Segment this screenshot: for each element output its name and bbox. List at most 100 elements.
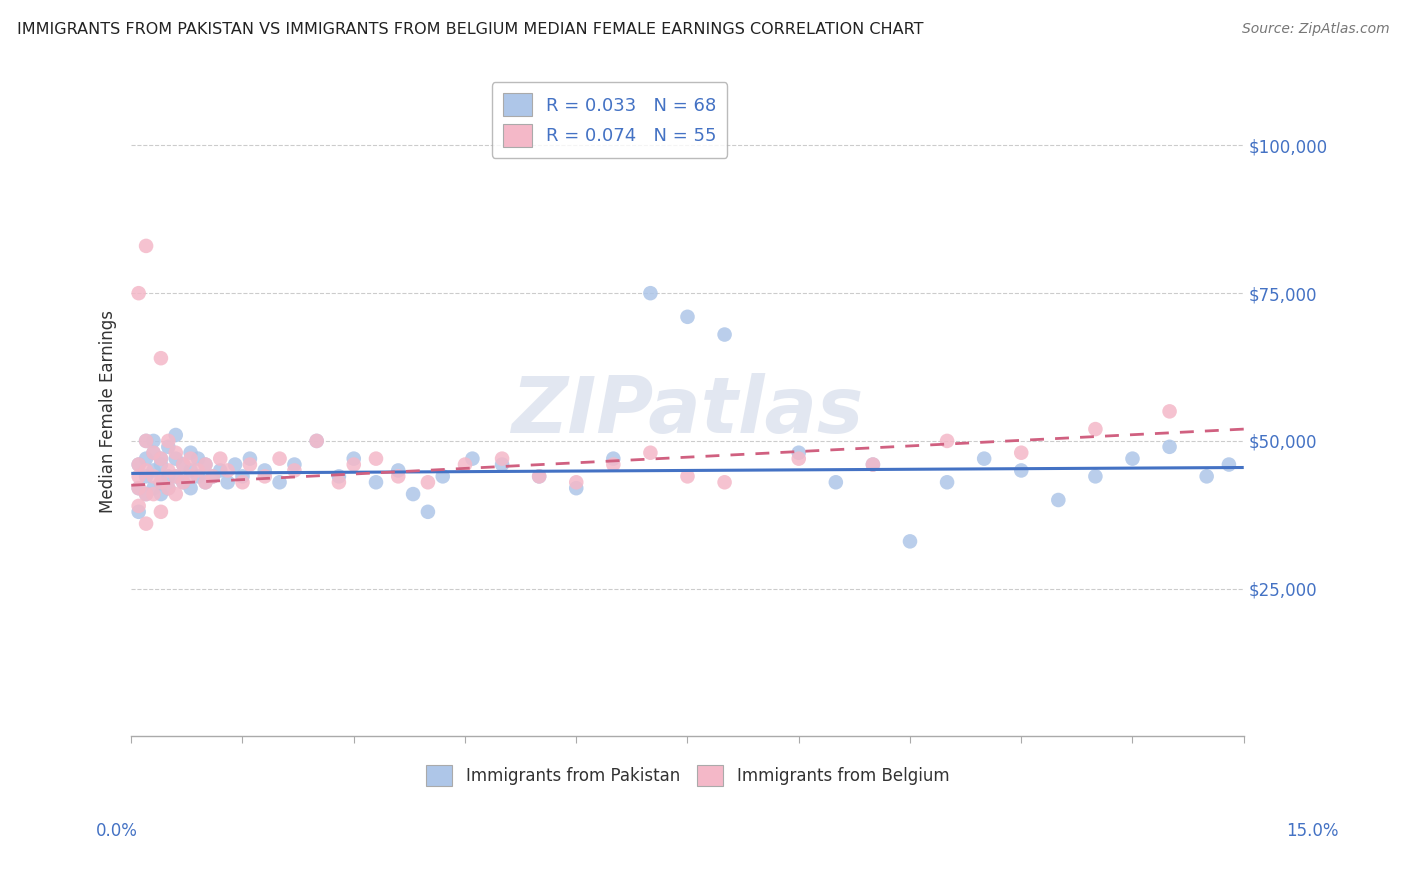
Point xyxy=(180,463,202,477)
Point xyxy=(602,458,624,472)
Point xyxy=(194,475,217,490)
Point xyxy=(432,469,454,483)
Point xyxy=(172,475,194,490)
Point xyxy=(128,469,150,483)
Point xyxy=(149,351,172,366)
Point xyxy=(135,469,157,483)
Point xyxy=(787,451,810,466)
Point xyxy=(157,481,180,495)
Point xyxy=(149,475,172,490)
Point xyxy=(1047,493,1070,508)
Point xyxy=(364,451,387,466)
Point xyxy=(343,458,366,472)
Point xyxy=(1159,440,1181,454)
Point xyxy=(142,446,165,460)
Text: Source: ZipAtlas.com: Source: ZipAtlas.com xyxy=(1241,22,1389,37)
Point xyxy=(180,469,202,483)
Point xyxy=(135,463,157,477)
Point xyxy=(416,475,439,490)
Point xyxy=(172,458,194,472)
Point xyxy=(165,469,187,483)
Point xyxy=(135,487,157,501)
Y-axis label: Median Female Earnings: Median Female Earnings xyxy=(100,310,117,513)
Point xyxy=(157,440,180,454)
Point xyxy=(239,458,262,472)
Point xyxy=(640,286,662,301)
Point xyxy=(461,451,484,466)
Point xyxy=(135,434,157,448)
Point xyxy=(402,487,425,501)
Point xyxy=(201,469,224,483)
Point xyxy=(565,481,588,495)
Point xyxy=(142,469,165,483)
Point xyxy=(187,451,209,466)
Point xyxy=(142,481,165,495)
Point xyxy=(142,463,165,477)
Point xyxy=(201,469,224,483)
Point xyxy=(269,451,291,466)
Point xyxy=(165,446,187,460)
Point xyxy=(149,458,172,472)
Point xyxy=(224,458,246,472)
Point xyxy=(565,475,588,490)
Point xyxy=(1218,458,1240,472)
Point xyxy=(824,475,846,490)
Point xyxy=(165,469,187,483)
Legend: Immigrants from Pakistan, Immigrants from Belgium: Immigrants from Pakistan, Immigrants fro… xyxy=(419,758,956,793)
Text: IMMIGRANTS FROM PAKISTAN VS IMMIGRANTS FROM BELGIUM MEDIAN FEMALE EARNINGS CORRE: IMMIGRANTS FROM PAKISTAN VS IMMIGRANTS F… xyxy=(17,22,924,37)
Point xyxy=(157,463,180,477)
Point xyxy=(1084,469,1107,483)
Point xyxy=(142,446,165,460)
Point xyxy=(165,428,187,442)
Point xyxy=(283,458,305,472)
Point xyxy=(787,446,810,460)
Point xyxy=(149,451,172,466)
Point xyxy=(328,475,350,490)
Point xyxy=(387,469,409,483)
Point xyxy=(231,469,253,483)
Point xyxy=(128,481,150,495)
Point xyxy=(194,458,217,472)
Point xyxy=(157,434,180,448)
Point xyxy=(157,469,180,483)
Point xyxy=(180,451,202,466)
Point xyxy=(387,463,409,477)
Point xyxy=(128,458,150,472)
Point xyxy=(602,451,624,466)
Point xyxy=(1159,404,1181,418)
Point xyxy=(491,451,513,466)
Point xyxy=(253,469,276,483)
Point xyxy=(187,469,209,483)
Point xyxy=(149,475,172,490)
Point xyxy=(239,451,262,466)
Point xyxy=(149,505,172,519)
Text: 0.0%: 0.0% xyxy=(96,822,138,840)
Point xyxy=(128,458,150,472)
Point xyxy=(187,463,209,477)
Point xyxy=(713,327,735,342)
Point xyxy=(128,505,150,519)
Point xyxy=(1084,422,1107,436)
Point xyxy=(217,463,239,477)
Point xyxy=(1195,469,1218,483)
Point xyxy=(135,487,157,501)
Point xyxy=(194,458,217,472)
Point xyxy=(209,451,232,466)
Point xyxy=(527,469,550,483)
Point xyxy=(135,451,157,466)
Point xyxy=(128,499,150,513)
Point xyxy=(898,534,921,549)
Point xyxy=(172,458,194,472)
Point xyxy=(253,463,276,477)
Point xyxy=(676,469,699,483)
Point xyxy=(157,481,180,495)
Point xyxy=(713,475,735,490)
Point xyxy=(128,481,150,495)
Point xyxy=(172,475,194,490)
Point xyxy=(128,286,150,301)
Point xyxy=(217,475,239,490)
Point xyxy=(1010,463,1032,477)
Point xyxy=(491,458,513,472)
Point xyxy=(165,451,187,466)
Point xyxy=(283,463,305,477)
